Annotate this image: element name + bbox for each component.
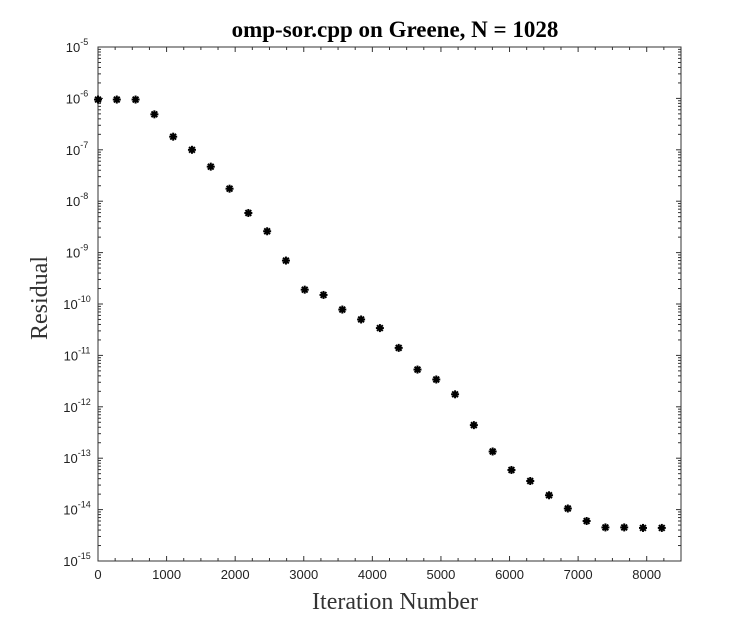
data-point [150, 110, 159, 119]
y-tick-label: 10-11 [64, 345, 91, 363]
data-point [244, 208, 253, 217]
y-axis-label: Residual [27, 256, 53, 340]
x-tick-label: 1000 [152, 567, 181, 582]
data-point [451, 390, 460, 399]
x-axis-label: Iteration Number [312, 589, 478, 615]
y-tick-label: 10-12 [63, 397, 90, 415]
x-tick-label: 0 [94, 567, 101, 582]
x-tick-labels: 0 1000 2000 3000 4000 5000 6000 7000 8000 [94, 567, 661, 582]
data-point [131, 95, 140, 104]
data-point [582, 517, 591, 526]
x-tick-label: 6000 [495, 567, 524, 582]
x-tick-label: 8000 [632, 567, 661, 582]
y-tick-label: 10-10 [63, 294, 90, 312]
data-point [263, 227, 272, 236]
y-tick-label: 10-7 [66, 140, 88, 158]
data-point [94, 95, 102, 104]
data-point [112, 95, 121, 104]
x-tick-label: 3000 [289, 567, 318, 582]
data-point [300, 285, 309, 294]
y-tick-label: 10-15 [63, 551, 90, 569]
y-tick-label: 10-6 [66, 88, 88, 106]
y-tick-label: 10-9 [66, 243, 88, 261]
data-point [432, 375, 441, 384]
data-point [620, 523, 629, 532]
data-point [545, 491, 554, 500]
data-point [657, 523, 666, 532]
data-point [357, 315, 366, 324]
x-tick-label: 7000 [564, 567, 593, 582]
data-point [375, 324, 384, 333]
x-tick-label: 2000 [221, 567, 250, 582]
data-point [526, 477, 535, 486]
plot-area-frame [97, 46, 682, 562]
x-tick-label: 5000 [426, 567, 455, 582]
data-point [338, 305, 347, 314]
data-point [563, 504, 572, 513]
x-tick-label: 4000 [358, 567, 387, 582]
data-point [206, 162, 215, 171]
chart-title: omp-sor.cpp on Greene, N = 1028 [232, 17, 559, 42]
data-point [394, 343, 403, 352]
y-tick-label: 10-13 [63, 448, 90, 466]
axis-ticks [97, 46, 681, 562]
data-point [319, 290, 328, 299]
data-markers [94, 95, 666, 532]
data-point [488, 447, 497, 456]
data-point [281, 256, 290, 265]
data-point [187, 145, 196, 154]
y-tick-labels: 10-15 10-14 10-13 10-12 10-11 10-10 10-9 10-8 10… [63, 37, 90, 569]
y-tick-label: 10-5 [66, 37, 88, 55]
data-point [601, 523, 610, 532]
data-point [469, 421, 478, 430]
data-point [169, 132, 178, 141]
data-point [507, 465, 516, 474]
y-tick-label: 10-14 [63, 500, 90, 518]
y-tick-label: 10-8 [66, 191, 88, 209]
data-point [225, 184, 234, 193]
data-point [639, 523, 648, 532]
data-point [413, 365, 422, 374]
